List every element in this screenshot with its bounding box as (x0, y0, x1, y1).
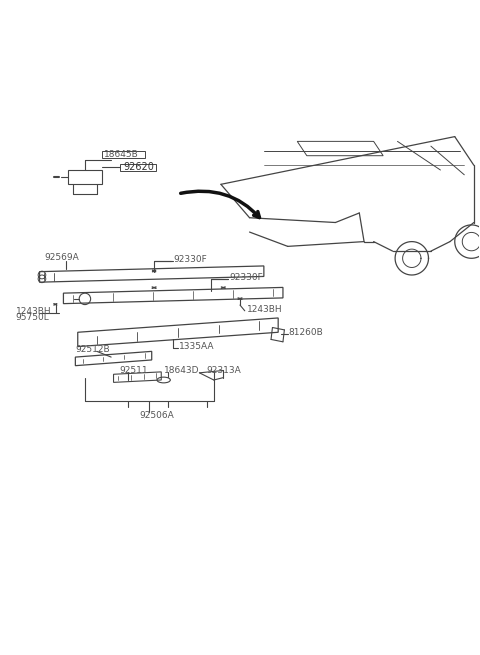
Text: 1243BH: 1243BH (16, 307, 51, 316)
Text: 92330F: 92330F (229, 273, 263, 282)
Text: 92512B: 92512B (75, 345, 110, 354)
Text: 1335AA: 1335AA (179, 342, 215, 351)
Text: 92620: 92620 (123, 162, 154, 172)
Text: 18643D: 18643D (164, 366, 199, 375)
Text: 18645B: 18645B (104, 150, 139, 159)
Text: 81260B: 81260B (288, 328, 324, 337)
Text: 92313A: 92313A (206, 366, 241, 375)
Text: 92511: 92511 (120, 366, 148, 375)
Text: 92506A: 92506A (140, 411, 175, 421)
Text: 95750L: 95750L (16, 313, 49, 322)
Text: 92330F: 92330F (173, 255, 207, 264)
Text: 92569A: 92569A (44, 253, 79, 262)
Text: 1243BH: 1243BH (247, 305, 283, 314)
